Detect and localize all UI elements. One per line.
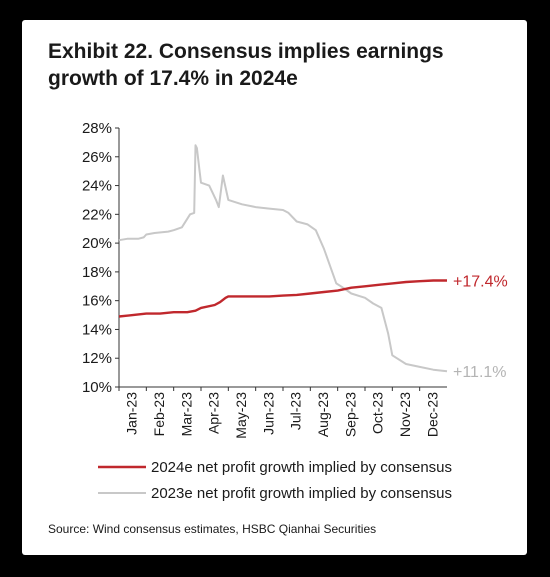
x-tick-label: Sep-23 — [342, 392, 358, 437]
series-2024e-line — [118, 279, 447, 318]
x-tick-label: Jan-23 — [124, 392, 140, 435]
end-label-2023e: +11.1% — [453, 364, 507, 381]
y-tick-label: 28% — [82, 120, 112, 137]
legend-label-2023e: 2023e net profit growth implied by conse… — [151, 485, 452, 502]
series-2023e-line — [118, 144, 448, 373]
x-tick-label: Aug-23 — [315, 392, 331, 437]
chart-title: Exhibit 22. Consensus implies earnings g… — [48, 38, 518, 92]
y-tick-label: 12% — [82, 350, 112, 367]
source-note: Source: Wind consensus estimates, HSBC Q… — [48, 522, 377, 536]
title-line-2: growth of 17.4% in 2024e — [48, 67, 298, 90]
y-tick-label: 14% — [82, 321, 112, 338]
y-tick-label: 16% — [82, 293, 112, 310]
x-tick-label: Nov-23 — [397, 392, 413, 437]
x-tick-label: Apr-23 — [206, 392, 222, 434]
y-tick-label: 20% — [82, 235, 112, 252]
exhibit-card: Exhibit 22. Consensus implies earnings g… — [22, 20, 527, 555]
x-tick-label: Oct-23 — [370, 392, 386, 434]
x-tick-label: Mar-23 — [178, 392, 194, 437]
y-tick-label: 18% — [82, 264, 112, 281]
x-tick-label: Dec-23 — [424, 392, 440, 437]
legend-label-2024e: 2024e net profit growth implied by conse… — [151, 459, 452, 476]
x-tick-label: May-23 — [233, 392, 249, 439]
line-chart: 28% 26% 24% 22% 20% 18% 16% 14% 12% 10% Jan-23 Feb-… — [82, 120, 508, 502]
x-tick-label: Feb-23 — [151, 392, 167, 437]
x-tick-label: Jul-23 — [288, 392, 304, 430]
y-tick-label: 10% — [82, 379, 112, 396]
end-label-2024e: +17.4% — [453, 274, 508, 291]
y-tick-label: 26% — [82, 149, 112, 166]
x-tick-label: Jun-23 — [260, 392, 276, 435]
title-line-1: Exhibit 22. Consensus implies earnings — [48, 40, 444, 63]
y-tick-label: 24% — [82, 178, 112, 195]
y-tick-label: 22% — [82, 206, 112, 223]
